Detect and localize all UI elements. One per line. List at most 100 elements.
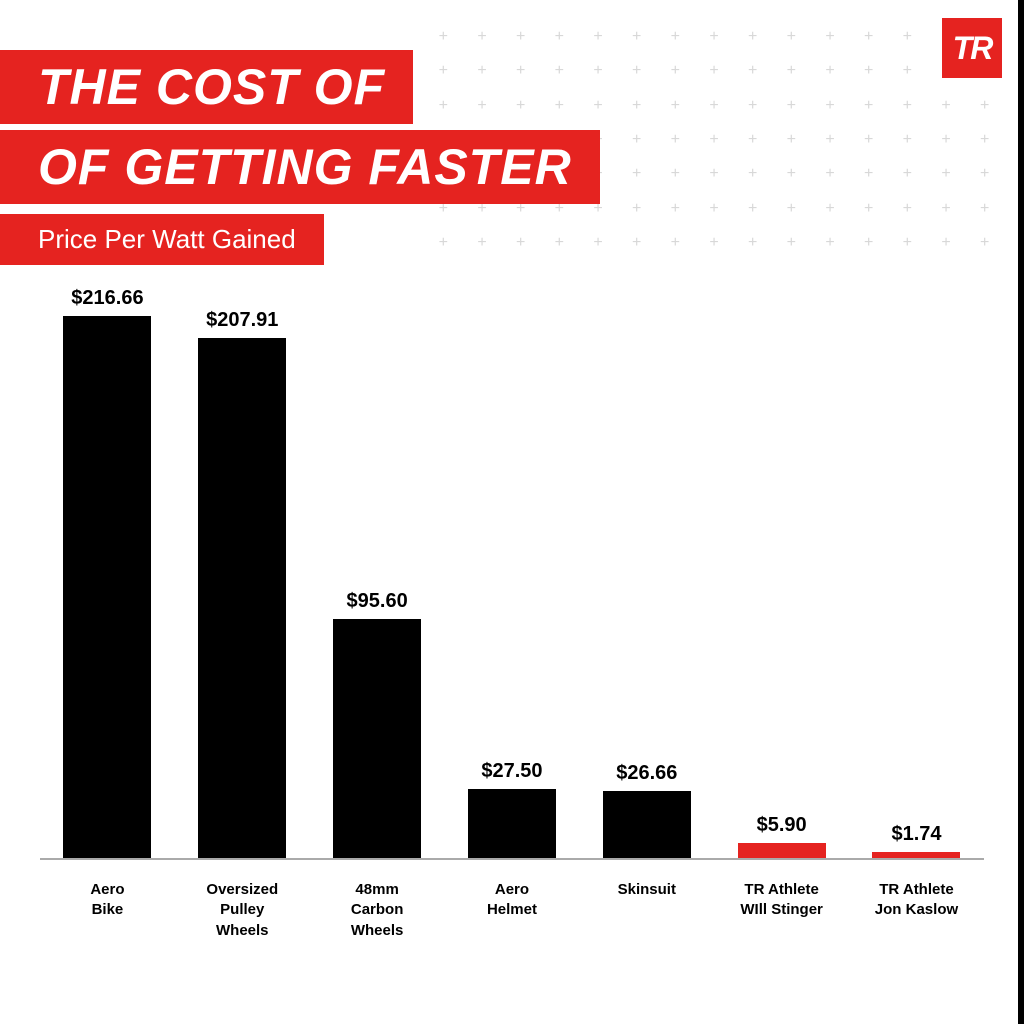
plus-icon: +	[965, 123, 1004, 157]
plus-icon: +	[811, 226, 850, 260]
plus-icon: +	[695, 20, 734, 54]
plus-icon: +	[772, 226, 811, 260]
plus-icon: +	[656, 54, 695, 88]
plus-icon: +	[617, 226, 656, 260]
bar-value-label: $216.66	[71, 287, 143, 310]
plus-icon: +	[888, 157, 927, 191]
plus-icon: +	[888, 191, 927, 225]
bar-value-label: $26.66	[616, 762, 677, 785]
plus-icon: +	[617, 191, 656, 225]
plus-icon: +	[811, 123, 850, 157]
plus-icon: +	[733, 157, 772, 191]
subtitle: Price Per Watt Gained	[0, 214, 324, 265]
plus-icon: +	[888, 89, 927, 123]
tr-logo-text: TR	[953, 30, 992, 67]
bar	[333, 619, 421, 858]
plus-icon: +	[656, 226, 695, 260]
plus-icon: +	[965, 191, 1004, 225]
plus-icon: +	[811, 157, 850, 191]
plus-icon: +	[888, 54, 927, 88]
plus-icon: +	[733, 191, 772, 225]
bar-value-label: $207.91	[206, 309, 278, 332]
labels-container: AeroBikeOversizedPulleyWheels48mmCarbonW…	[40, 880, 984, 941]
plus-icon: +	[927, 157, 966, 191]
bar	[872, 852, 960, 858]
bar-value-label: $1.74	[891, 823, 941, 846]
plus-icon: +	[849, 157, 888, 191]
plus-icon: +	[656, 89, 695, 123]
title-block: THE COST OF OF GETTING FASTER Price Per …	[0, 50, 600, 265]
bar-group: $26.66	[587, 762, 707, 858]
bar-group: $207.91	[182, 309, 302, 858]
title-line-1: THE COST OF	[0, 50, 413, 124]
plus-icon: +	[849, 54, 888, 88]
category-label: TR AthleteJon Kaslow	[856, 880, 976, 941]
bar	[198, 338, 286, 858]
plus-icon: +	[656, 123, 695, 157]
category-label: 48mmCarbonWheels	[317, 880, 437, 941]
bars-container: $216.66 $207.91 $95.60 $27.50 $26.66 $5.90 $1.…	[40, 280, 984, 860]
plus-icon: +	[772, 89, 811, 123]
plus-icon: +	[733, 226, 772, 260]
plus-icon: +	[733, 54, 772, 88]
plus-icon: +	[888, 226, 927, 260]
bar	[738, 843, 826, 858]
plus-icon: +	[617, 157, 656, 191]
bar-group: $5.90	[722, 814, 842, 858]
plus-icon: +	[849, 89, 888, 123]
plus-icon: +	[927, 226, 966, 260]
plus-icon: +	[927, 89, 966, 123]
plus-icon: +	[927, 191, 966, 225]
plus-icon: +	[733, 123, 772, 157]
plus-icon: +	[965, 226, 1004, 260]
plus-icon: +	[695, 123, 734, 157]
bar-chart: $216.66 $207.91 $95.60 $27.50 $26.66 $5.90 $1.…	[40, 280, 984, 984]
plus-icon: +	[849, 20, 888, 54]
plus-icon: +	[772, 191, 811, 225]
bar-group: $1.74	[856, 823, 976, 858]
bar	[603, 791, 691, 858]
category-label: AeroBike	[47, 880, 167, 941]
plus-icon: +	[811, 89, 850, 123]
plus-icon: +	[772, 54, 811, 88]
bar-group: $95.60	[317, 590, 437, 858]
plus-icon: +	[772, 123, 811, 157]
plus-icon: +	[695, 157, 734, 191]
plus-icon: +	[965, 157, 1004, 191]
plus-icon: +	[733, 20, 772, 54]
plus-icon: +	[811, 54, 850, 88]
plus-icon: +	[695, 191, 734, 225]
plus-icon: +	[617, 123, 656, 157]
category-label: TR AthleteWIll Stinger	[722, 880, 842, 941]
right-border	[1018, 0, 1024, 1024]
plus-icon: +	[656, 20, 695, 54]
bar	[468, 789, 556, 858]
plus-icon: +	[849, 191, 888, 225]
plus-icon: +	[888, 123, 927, 157]
plus-icon: +	[811, 20, 850, 54]
bar	[63, 316, 151, 858]
plus-icon: +	[927, 123, 966, 157]
plus-icon: +	[733, 89, 772, 123]
plus-icon: +	[656, 191, 695, 225]
bar-group: $216.66	[47, 287, 167, 858]
tr-logo: TR	[942, 18, 1002, 78]
category-label: AeroHelmet	[452, 880, 572, 941]
bar-group: $27.50	[452, 760, 572, 858]
plus-icon: +	[849, 226, 888, 260]
plus-icon: +	[811, 191, 850, 225]
title-line-2: OF GETTING FASTER	[0, 130, 600, 204]
plus-icon: +	[617, 20, 656, 54]
plus-icon: +	[695, 226, 734, 260]
bar-value-label: $27.50	[481, 760, 542, 783]
plus-icon: +	[617, 54, 656, 88]
plus-icon: +	[849, 123, 888, 157]
category-label: OversizedPulleyWheels	[182, 880, 302, 941]
plus-icon: +	[656, 157, 695, 191]
plus-icon: +	[772, 20, 811, 54]
plus-icon: +	[695, 54, 734, 88]
plus-icon: +	[772, 157, 811, 191]
bar-value-label: $5.90	[757, 814, 807, 837]
bar-value-label: $95.60	[347, 590, 408, 613]
category-label: Skinsuit	[587, 880, 707, 941]
